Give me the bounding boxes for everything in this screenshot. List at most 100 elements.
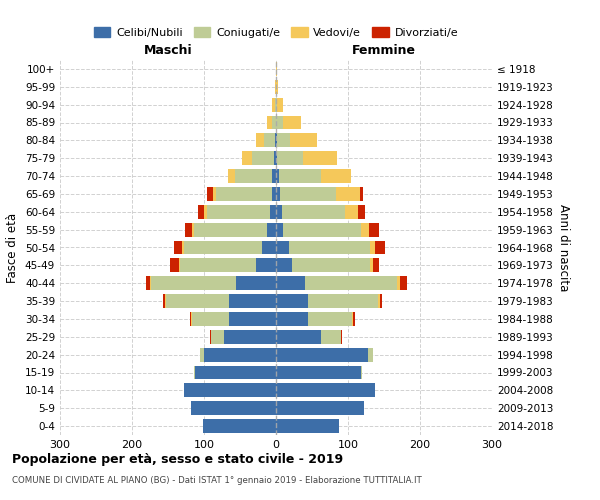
Bar xyxy=(179,258,180,272)
Bar xyxy=(359,187,363,201)
Bar xyxy=(352,312,353,326)
Bar xyxy=(320,330,341,344)
Bar xyxy=(369,222,379,236)
Y-axis label: Anni di nascita: Anni di nascita xyxy=(557,204,570,291)
Bar xyxy=(272,116,276,130)
Bar xyxy=(276,312,308,326)
Bar xyxy=(308,312,352,326)
Bar xyxy=(276,258,292,272)
Legend: Celibi/Nubili, Coniugati/e, Vedovi/e, Divorziati/e: Celibi/Nubili, Coniugati/e, Vedovi/e, Di… xyxy=(89,22,463,42)
Bar xyxy=(276,62,277,76)
Bar xyxy=(277,98,283,112)
Bar xyxy=(277,134,290,147)
Bar xyxy=(207,187,212,201)
Bar xyxy=(276,134,277,147)
Bar xyxy=(204,348,276,362)
Bar xyxy=(268,222,276,236)
Bar xyxy=(192,222,194,236)
Bar xyxy=(283,222,361,236)
Bar xyxy=(274,151,276,165)
Bar xyxy=(200,348,204,362)
Bar xyxy=(276,80,278,94)
Bar xyxy=(194,222,268,236)
Bar xyxy=(192,312,229,326)
Bar xyxy=(276,151,277,165)
Bar xyxy=(198,205,204,219)
Bar xyxy=(302,151,337,165)
Bar xyxy=(276,169,279,183)
Bar xyxy=(276,384,376,398)
Bar xyxy=(191,401,276,415)
Bar xyxy=(279,169,320,183)
Bar xyxy=(204,205,207,219)
Bar xyxy=(272,187,276,201)
Bar xyxy=(305,276,397,290)
Bar xyxy=(275,98,276,112)
Bar xyxy=(185,222,192,236)
Bar xyxy=(190,312,191,326)
Bar xyxy=(400,276,407,290)
Text: COMUNE DI CIVIDATE AL PIANO (BG) - Dati ISTAT 1° gennaio 2019 - Elaborazione TUT: COMUNE DI CIVIDATE AL PIANO (BG) - Dati … xyxy=(12,476,422,485)
Bar xyxy=(236,276,276,290)
Bar xyxy=(370,258,373,272)
Bar xyxy=(272,169,276,183)
Bar xyxy=(196,366,276,380)
Text: Popolazione per età, sesso e stato civile - 2019: Popolazione per età, sesso e stato civil… xyxy=(12,452,343,466)
Bar xyxy=(380,294,382,308)
Bar xyxy=(191,312,192,326)
Bar xyxy=(276,222,283,236)
Bar xyxy=(276,419,340,433)
Bar xyxy=(150,276,151,290)
Bar xyxy=(266,116,272,130)
Bar xyxy=(378,294,380,308)
Bar xyxy=(276,330,320,344)
Bar xyxy=(146,276,150,290)
Bar xyxy=(166,294,229,308)
Bar xyxy=(276,348,368,362)
Bar xyxy=(272,98,275,112)
Bar xyxy=(211,330,224,344)
Bar xyxy=(276,240,289,254)
Bar xyxy=(235,169,272,183)
Bar xyxy=(212,187,216,201)
Bar xyxy=(252,151,274,165)
Bar xyxy=(262,240,276,254)
Bar xyxy=(180,258,256,272)
Text: Maschi: Maschi xyxy=(143,44,193,58)
Bar xyxy=(184,240,262,254)
Bar xyxy=(224,330,276,344)
Bar xyxy=(207,205,270,219)
Bar xyxy=(151,276,236,290)
Bar xyxy=(292,258,370,272)
Bar xyxy=(276,116,283,130)
Bar xyxy=(276,294,308,308)
Bar xyxy=(203,419,276,433)
Bar xyxy=(370,240,374,254)
Bar xyxy=(374,240,385,254)
Bar xyxy=(229,294,276,308)
Bar xyxy=(290,134,317,147)
Bar xyxy=(276,205,282,219)
Bar xyxy=(184,384,276,398)
Bar xyxy=(276,401,364,415)
Bar xyxy=(277,151,302,165)
Bar xyxy=(194,366,196,380)
Bar xyxy=(170,258,179,272)
Bar xyxy=(373,258,379,272)
Bar xyxy=(397,276,400,290)
Bar xyxy=(265,134,275,147)
Y-axis label: Fasce di età: Fasce di età xyxy=(7,212,19,282)
Bar xyxy=(336,187,359,201)
Bar xyxy=(280,187,336,201)
Bar xyxy=(361,222,369,236)
Bar xyxy=(256,258,276,272)
Bar xyxy=(216,187,272,201)
Bar xyxy=(289,240,370,254)
Bar xyxy=(358,205,365,219)
Bar xyxy=(228,169,235,183)
Bar xyxy=(270,205,276,219)
Bar xyxy=(361,366,362,380)
Bar xyxy=(345,205,358,219)
Bar xyxy=(275,134,276,147)
Bar xyxy=(182,240,184,254)
